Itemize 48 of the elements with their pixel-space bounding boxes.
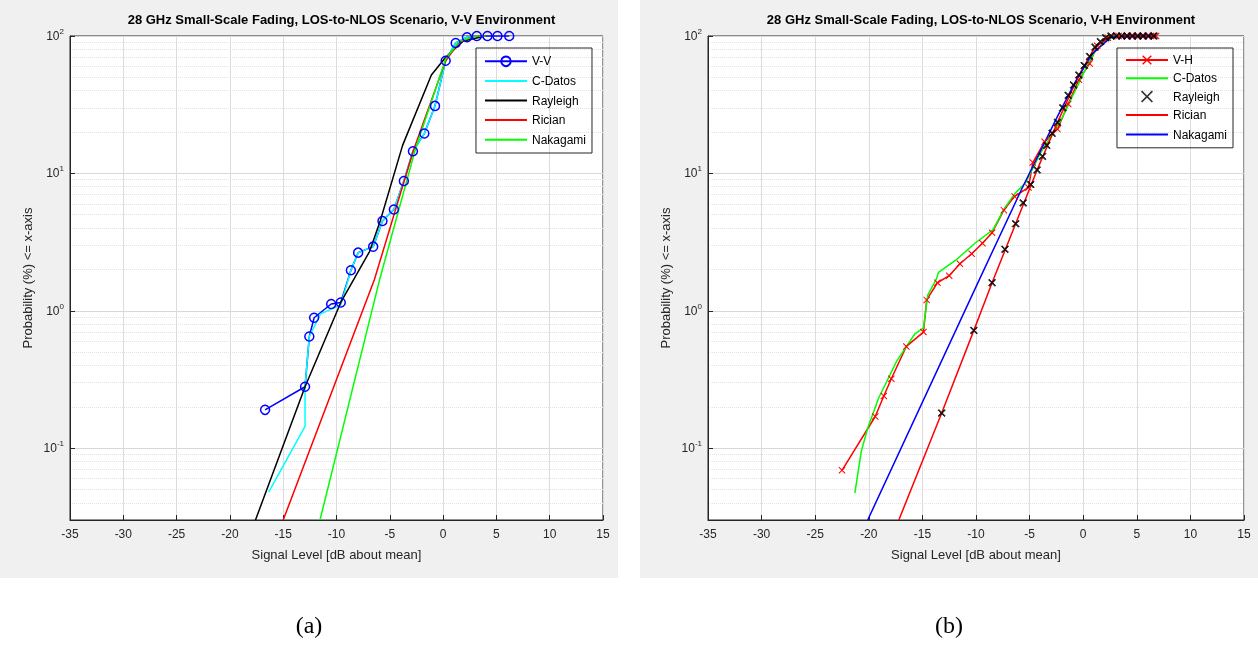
x-tick-label: -35	[699, 527, 717, 541]
y-axis-title: Probability (%) <= x-axis	[20, 207, 35, 349]
legend-label: C-Datos	[531, 73, 576, 88]
text: (a)	[294, 612, 324, 639]
x-tick-label: 10	[543, 527, 557, 541]
legend-label: V-V	[531, 54, 552, 69]
x-tick-label: 0	[1079, 527, 1087, 541]
y-tick-label: 10$^{1}$	[45, 164, 64, 181]
y-axis-title: Probability (%) <= x-axis	[658, 207, 673, 349]
x-tick-label: -15	[274, 527, 293, 541]
y-tick-label: 10$^{0}$	[684, 301, 702, 318]
y-tick-label: 10$^{0}$	[46, 301, 64, 318]
x-tick-label: -35	[61, 527, 79, 541]
x-tick-label: -10	[967, 527, 985, 541]
x-tick-label: -25	[167, 527, 186, 541]
x-tick-label: -15	[913, 527, 932, 541]
x-tick-label: 15	[596, 527, 610, 541]
legend-label: C-Datos	[1172, 71, 1217, 86]
x-axis-title: Signal Level [dB about mean]	[251, 547, 422, 562]
x-tick-label: -10	[327, 527, 346, 541]
legend-label: Rician	[531, 113, 566, 128]
legend-label: Rician	[1172, 107, 1207, 122]
legend-label: Nakagami	[1172, 127, 1228, 142]
x-tick-label: 15	[1237, 527, 1251, 541]
x-tick-label: -5	[384, 527, 396, 541]
x-tick-label: -5	[1024, 527, 1036, 541]
x-tick-label: 0	[439, 527, 447, 541]
x-tick-label: 5	[1133, 527, 1141, 541]
legend-label: Nakagami	[531, 132, 587, 147]
text: (b)	[934, 612, 964, 639]
x-tick-label: -30	[752, 527, 771, 541]
y-tick-label: 10$^{-1}$	[42, 439, 64, 456]
chart-title: 28 GHz Small-Scale Fading, LOS-to-NLOS Scenario, V-V Environment	[127, 12, 556, 27]
legend-label: Rayleigh	[1172, 89, 1220, 104]
y-tick-label: 10$^{2}$	[45, 27, 64, 43]
x-tick-label: 10	[1183, 527, 1198, 541]
x-tick-label: -30	[114, 527, 133, 541]
chart-title: 28 GHz Small-Scale Fading, LOS-to-NLOS Scenario, V-H Environment	[766, 12, 1196, 27]
x-tick-label: 5	[493, 527, 501, 541]
legend-label: Rayleigh	[531, 93, 579, 108]
y-tick-label: 10$^{-1}$	[680, 439, 702, 456]
x-tick-label: -20	[221, 527, 239, 541]
x-tick-label: -20	[860, 527, 878, 541]
x-axis-title: Signal Level [dB about mean]	[891, 547, 1061, 562]
x-tick-label: -25	[806, 527, 825, 541]
y-tick-label: 10$^{2}$	[683, 27, 702, 43]
y-tick-label: 10$^{1}$	[683, 164, 702, 181]
legend-label: V-H	[1172, 53, 1193, 67]
